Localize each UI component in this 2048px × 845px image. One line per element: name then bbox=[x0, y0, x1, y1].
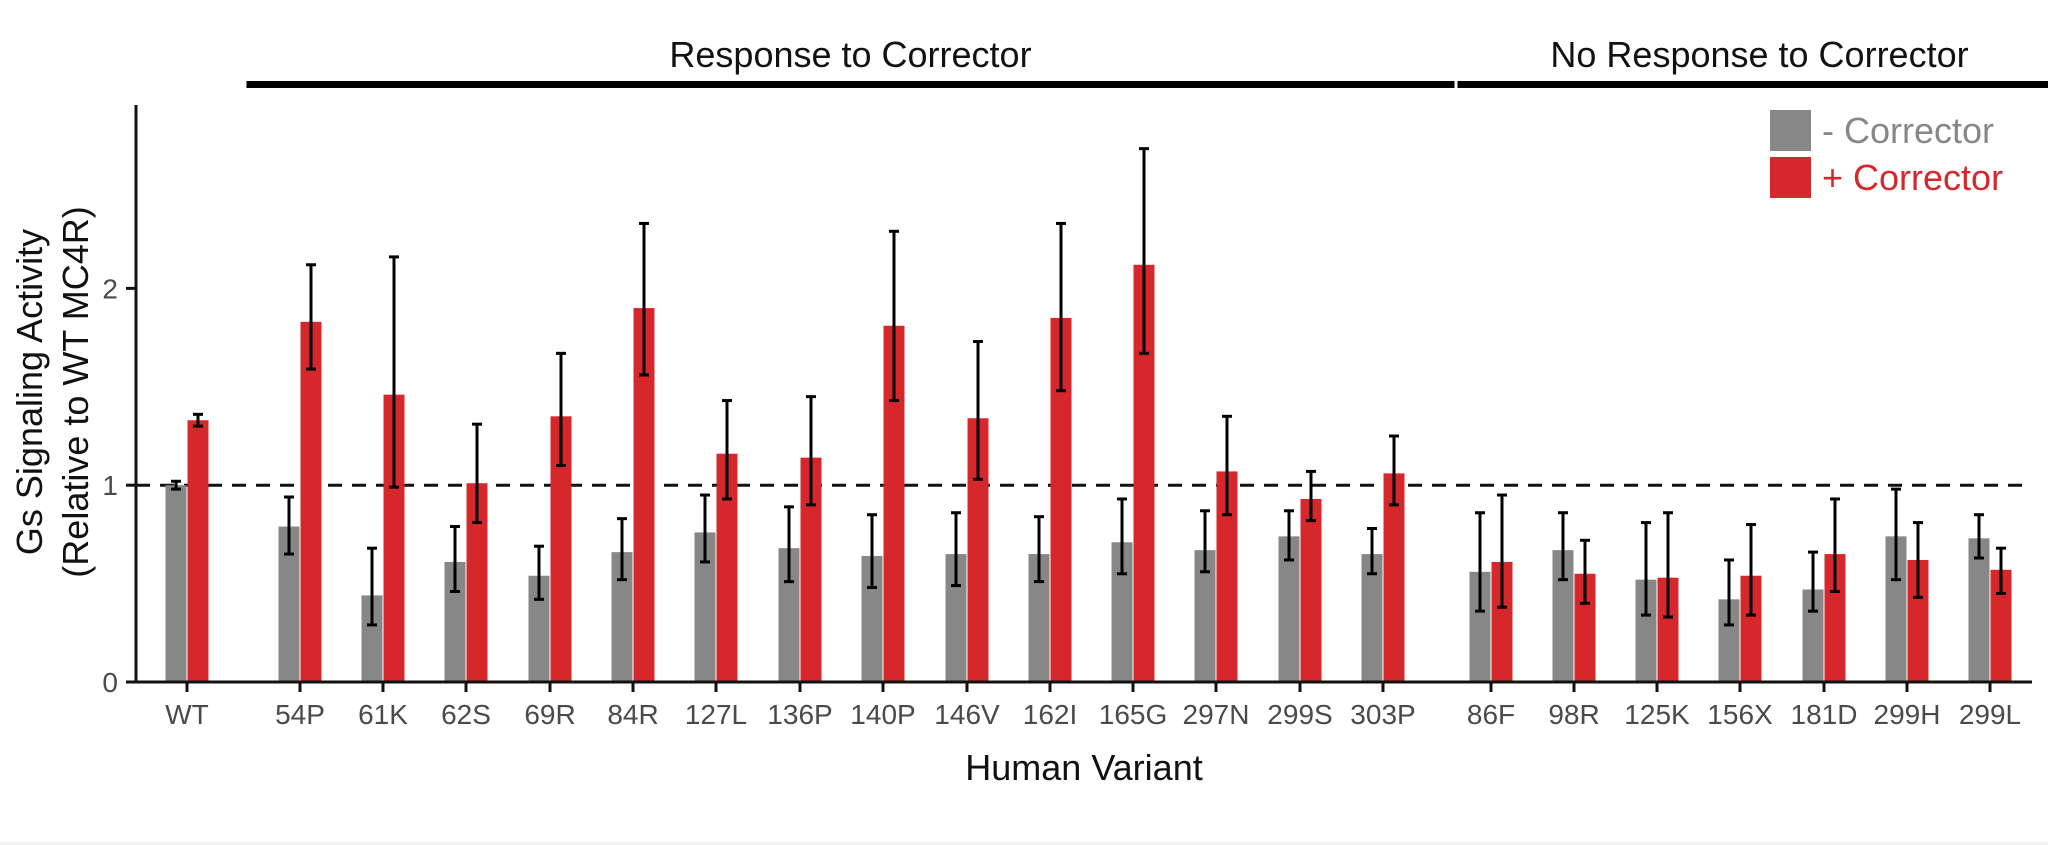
x-tick-label-162I: 162I bbox=[1023, 699, 1078, 730]
bar-162I-plus bbox=[1050, 317, 1072, 682]
bar-69R-plus bbox=[550, 416, 572, 682]
bar-299H-plus bbox=[1907, 559, 1929, 682]
bar-140P-minus bbox=[861, 556, 883, 682]
bar-86F-plus bbox=[1491, 561, 1513, 682]
bar-84R-plus bbox=[633, 308, 655, 682]
y-axis-title-line: (Relative to WT MC4R) bbox=[55, 206, 96, 577]
x-tick-label-86F: 86F bbox=[1467, 699, 1515, 730]
error-bars-layer bbox=[171, 147, 2006, 627]
legend: - Corrector + Corrector bbox=[1770, 110, 2003, 198]
group-bracket-0 bbox=[246, 81, 1455, 88]
bar-156X-minus bbox=[1718, 599, 1740, 682]
group-title-1: No Response to Corrector bbox=[1550, 34, 1968, 75]
x-tick-label-WT: WT bbox=[165, 699, 209, 730]
bar-162I-minus bbox=[1028, 554, 1050, 682]
bar-62S-plus bbox=[466, 483, 488, 682]
bar-297N-minus bbox=[1194, 550, 1216, 682]
x-tick-label-140P: 140P bbox=[850, 699, 915, 730]
legend-label-0: - Corrector bbox=[1822, 110, 1994, 151]
bar-125K-plus bbox=[1657, 577, 1679, 682]
bar-61K-minus bbox=[361, 595, 383, 682]
bar-WT-plus bbox=[187, 420, 209, 682]
bar-303P-plus bbox=[1383, 473, 1405, 682]
bar-127L-plus bbox=[716, 453, 738, 682]
x-tick-label-127L: 127L bbox=[685, 699, 747, 730]
x-tick-label-299L: 299L bbox=[1959, 699, 2021, 730]
x-tick-label-299S: 299S bbox=[1267, 699, 1332, 730]
group-title-0: Response to Corrector bbox=[669, 34, 1031, 75]
bar-299H-minus bbox=[1885, 536, 1907, 682]
bar-62S-minus bbox=[444, 561, 466, 682]
x-tick-label-297N: 297N bbox=[1183, 699, 1250, 730]
x-tick-label-165G: 165G bbox=[1099, 699, 1168, 730]
bar-181D-minus bbox=[1802, 589, 1824, 682]
axes-layer bbox=[126, 105, 2032, 692]
bar-181D-plus bbox=[1824, 554, 1846, 682]
bar-136P-minus bbox=[778, 548, 800, 682]
x-tick-label-181D: 181D bbox=[1791, 699, 1858, 730]
bottom-strip bbox=[0, 842, 2048, 845]
bar-84R-minus bbox=[611, 552, 633, 682]
bar-299L-plus bbox=[1990, 569, 2012, 682]
y-axis-title-line: Gs Signaling Activity bbox=[9, 229, 50, 555]
bar-297N-plus bbox=[1216, 471, 1238, 682]
bar-98R-minus bbox=[1552, 550, 1574, 682]
bar-299L-minus bbox=[1968, 538, 1990, 682]
legend-swatch-1 bbox=[1770, 157, 1811, 198]
bar-125K-minus bbox=[1635, 579, 1657, 682]
x-tick-label-299H: 299H bbox=[1874, 699, 1941, 730]
x-axis-title: Human Variant bbox=[965, 747, 1202, 788]
y-tick-label: 2 bbox=[102, 273, 118, 304]
bars-layer bbox=[165, 264, 2012, 682]
bar-303P-minus bbox=[1361, 554, 1383, 682]
x-tick-label-61K: 61K bbox=[358, 699, 408, 730]
bar-165G-minus bbox=[1111, 542, 1133, 682]
bar-146V-minus bbox=[945, 554, 967, 682]
labels-layer: 0 1 2 WT 54P 61K 62S 69R 84R 127L 136P 140P 146V 162I… bbox=[9, 34, 2048, 788]
bar-299S-minus bbox=[1278, 536, 1300, 682]
y-tick-label: 0 bbox=[102, 667, 118, 698]
x-tick-label-54P: 54P bbox=[275, 699, 325, 730]
group-bracket-1 bbox=[1457, 81, 2048, 88]
x-tick-label-62S: 62S bbox=[441, 699, 491, 730]
bar-136P-plus bbox=[800, 457, 822, 682]
bar-54P-minus bbox=[278, 526, 300, 682]
x-tick-label-69R: 69R bbox=[524, 699, 575, 730]
bar-98R-plus bbox=[1574, 573, 1596, 682]
bar-127L-minus bbox=[694, 532, 716, 682]
legend-label-1: + Corrector bbox=[1822, 157, 2003, 198]
x-tick-label-136P: 136P bbox=[767, 699, 832, 730]
x-tick-label-84R: 84R bbox=[607, 699, 658, 730]
y-axis-title: Gs Signaling Activity (Relative to WT MC4… bbox=[9, 206, 96, 577]
bar-146V-plus bbox=[967, 418, 989, 682]
x-tick-label-98R: 98R bbox=[1548, 699, 1599, 730]
bar-140P-plus bbox=[883, 325, 905, 682]
x-tick-label-146V: 146V bbox=[934, 699, 1000, 730]
x-tick-label-125K: 125K bbox=[1624, 699, 1690, 730]
x-tick-label-303P: 303P bbox=[1350, 699, 1415, 730]
y-tick-label: 1 bbox=[102, 470, 118, 501]
bar-86F-minus bbox=[1469, 571, 1491, 682]
bar-156X-plus bbox=[1740, 575, 1762, 682]
legend-swatch-0 bbox=[1770, 110, 1811, 151]
bar-299S-plus bbox=[1300, 498, 1322, 682]
x-tick-label-156X: 156X bbox=[1707, 699, 1773, 730]
bar-69R-minus bbox=[528, 575, 550, 682]
bar-54P-plus bbox=[300, 321, 322, 682]
bar-WT-minus bbox=[165, 485, 187, 682]
bar-165G-plus bbox=[1133, 264, 1155, 682]
bar-61K-plus bbox=[383, 394, 405, 682]
